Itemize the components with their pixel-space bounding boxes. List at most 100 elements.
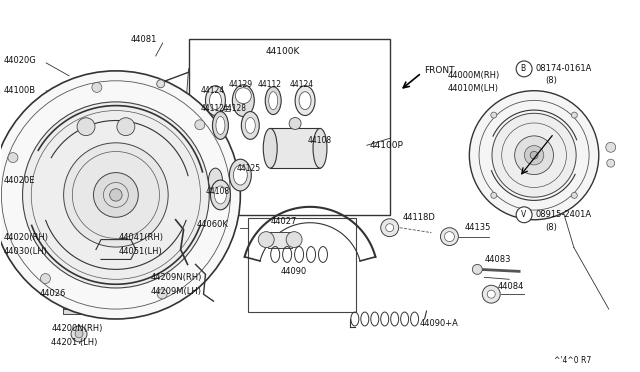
Text: 44128: 44128 [223,104,246,113]
Text: 44051(LH): 44051(LH) [119,247,163,256]
Text: 44041(RH): 44041(RH) [119,233,164,242]
Circle shape [22,102,209,288]
Text: 44100B: 44100B [3,86,35,95]
Circle shape [63,143,168,247]
Circle shape [289,118,301,129]
Circle shape [259,232,274,247]
Text: 44020(RH): 44020(RH) [3,233,49,242]
Text: (8): (8) [545,223,557,232]
Ellipse shape [245,118,255,134]
Circle shape [386,224,394,232]
Circle shape [157,289,167,299]
Text: V: V [520,210,525,219]
Circle shape [472,264,483,274]
Bar [189,39,390,215]
Circle shape [286,232,302,247]
Text: 44209M(LH): 44209M(LH) [151,287,202,296]
Text: 44090+A: 44090+A [420,320,458,328]
Text: 44010M(LH): 44010M(LH) [447,84,499,93]
Text: 44084: 44084 [497,282,524,291]
Bar [63,301,85,309]
Text: 08174-0161A: 08174-0161A [535,64,591,73]
Bar [248,218,356,312]
Text: 44026: 44026 [39,289,65,298]
Ellipse shape [212,112,228,140]
Text: 44124: 44124 [289,80,313,89]
Text: 44125: 44125 [236,164,260,173]
Circle shape [8,153,18,163]
Bar [270,128,320,168]
Circle shape [516,61,532,77]
Ellipse shape [216,116,225,134]
Ellipse shape [229,159,252,191]
Text: 44020G: 44020G [3,57,36,65]
Ellipse shape [241,112,259,140]
Circle shape [381,219,399,237]
Text: B: B [520,64,525,73]
Ellipse shape [265,87,281,115]
Circle shape [607,159,614,167]
Text: 44060K: 44060K [196,220,228,229]
Ellipse shape [295,86,315,116]
Circle shape [530,151,538,159]
Circle shape [109,189,122,201]
Text: 44112: 44112 [257,80,281,89]
Text: 44201 (LH): 44201 (LH) [51,338,97,347]
Text: 44030(LH): 44030(LH) [3,247,47,256]
Text: FRONT: FRONT [424,66,455,76]
Ellipse shape [214,186,227,204]
Ellipse shape [269,92,278,110]
Text: 44020E: 44020E [3,176,35,185]
Ellipse shape [205,86,225,116]
Bar [63,309,81,314]
Circle shape [75,330,83,338]
Text: 44135: 44135 [465,223,491,232]
Text: 44100K: 44100K [265,46,300,55]
Text: 44129: 44129 [228,80,253,89]
Circle shape [491,192,497,198]
Ellipse shape [211,180,230,210]
Text: 44027: 44027 [270,217,296,226]
Ellipse shape [299,92,311,110]
Bar [88,119,124,135]
Text: 44112□: 44112□ [200,104,232,113]
Circle shape [492,113,576,197]
Text: 44090: 44090 [280,267,307,276]
Text: 44100P: 44100P [370,141,404,150]
Circle shape [516,207,532,223]
Ellipse shape [234,165,247,185]
Circle shape [93,173,138,217]
Circle shape [157,80,164,88]
Circle shape [195,120,205,130]
Circle shape [77,118,95,136]
Circle shape [491,112,497,118]
Text: 08915-2401A: 08915-2401A [535,210,591,219]
Circle shape [483,285,500,303]
Text: 44209N(RH): 44209N(RH) [151,273,202,282]
Text: 44081: 44081 [131,35,157,44]
Circle shape [71,326,87,342]
Text: (8): (8) [545,76,557,85]
Text: 44000M(RH): 44000M(RH) [447,71,500,80]
Text: 44118D: 44118D [403,213,435,222]
Ellipse shape [313,128,327,168]
Text: ^'4^0 R7: ^'4^0 R7 [554,356,591,365]
Ellipse shape [232,85,254,116]
Circle shape [92,83,102,92]
Text: 44108: 44108 [308,136,332,145]
Text: 44108: 44108 [205,187,230,196]
Circle shape [236,88,252,104]
Circle shape [469,91,599,220]
Circle shape [117,118,135,136]
Ellipse shape [209,92,221,110]
Circle shape [524,145,544,165]
Text: 44124: 44124 [200,86,225,95]
Circle shape [444,232,454,241]
Circle shape [572,192,577,198]
Text: 44083: 44083 [484,255,511,264]
Bar [268,232,292,247]
Circle shape [0,71,241,319]
Circle shape [572,112,577,118]
Circle shape [515,136,554,174]
Ellipse shape [263,128,277,168]
